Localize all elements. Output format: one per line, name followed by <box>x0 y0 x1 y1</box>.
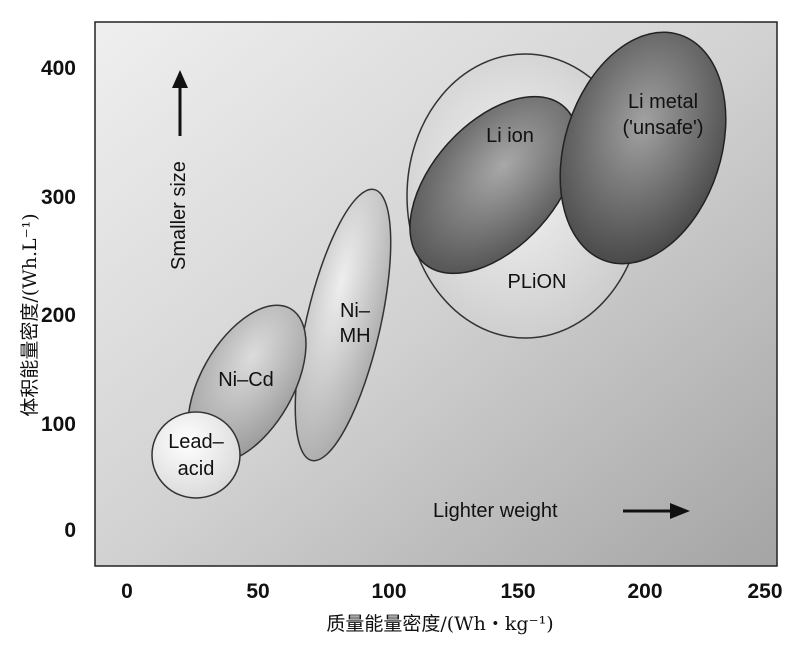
x-tick-label: 50 <box>246 580 269 603</box>
region-label-ni-cd: Ni–Cd <box>218 369 274 391</box>
y-tick-label: 100 <box>41 413 76 436</box>
region-li-ion <box>409 95 579 275</box>
y-tick-label: 0 <box>64 519 76 542</box>
region-label-plion: PLiON <box>508 271 567 293</box>
x-tick-label: 250 <box>747 580 782 603</box>
region-label-lead-acid: acid <box>178 458 215 480</box>
up-arrowhead-icon <box>172 70 188 88</box>
regions <box>151 31 727 499</box>
region-labels: Lead– acid Ni–Cd Ni– MH Li ion PLiON Li … <box>168 91 703 480</box>
y-tick-labels: 400 300 200 100 0 <box>41 57 76 542</box>
y-tick-label: 300 <box>41 186 76 209</box>
region-label-li-metal: Li metal <box>628 91 698 113</box>
x-tick-label: 200 <box>627 580 662 603</box>
y-tick-label: 400 <box>41 57 76 80</box>
x-tick-label: 150 <box>500 580 535 603</box>
region-label-li-ion: Li ion <box>486 125 534 147</box>
annotation-smaller-size-text: Smaller size <box>168 161 190 270</box>
y-axis-title: 体积能量密度/(Wh.L⁻¹) <box>19 213 41 416</box>
region-label-li-metal: ('unsafe') <box>622 117 703 139</box>
x-axis-title: 质量能量密度/(Wh・kg⁻¹) <box>326 613 553 635</box>
annotation-smaller-size: Smaller size <box>168 70 190 270</box>
y-tick-label: 200 <box>41 304 76 327</box>
region-label-lead-acid: Lead– <box>168 431 224 453</box>
annotation-lighter-weight: Lighter weight <box>433 500 690 522</box>
x-tick-labels: 0 50 100 150 200 250 <box>121 580 782 603</box>
region-label-ni-mh: MH <box>339 325 370 347</box>
region-li-metal <box>559 31 727 265</box>
region-ni-mh <box>294 188 392 462</box>
region-label-ni-mh: Ni– <box>340 300 371 322</box>
right-arrowhead-icon <box>670 503 690 519</box>
x-tick-label: 100 <box>371 580 406 603</box>
x-tick-label: 0 <box>121 580 133 603</box>
annotation-lighter-weight-text: Lighter weight <box>433 500 558 522</box>
region-lead-acid <box>151 411 241 499</box>
